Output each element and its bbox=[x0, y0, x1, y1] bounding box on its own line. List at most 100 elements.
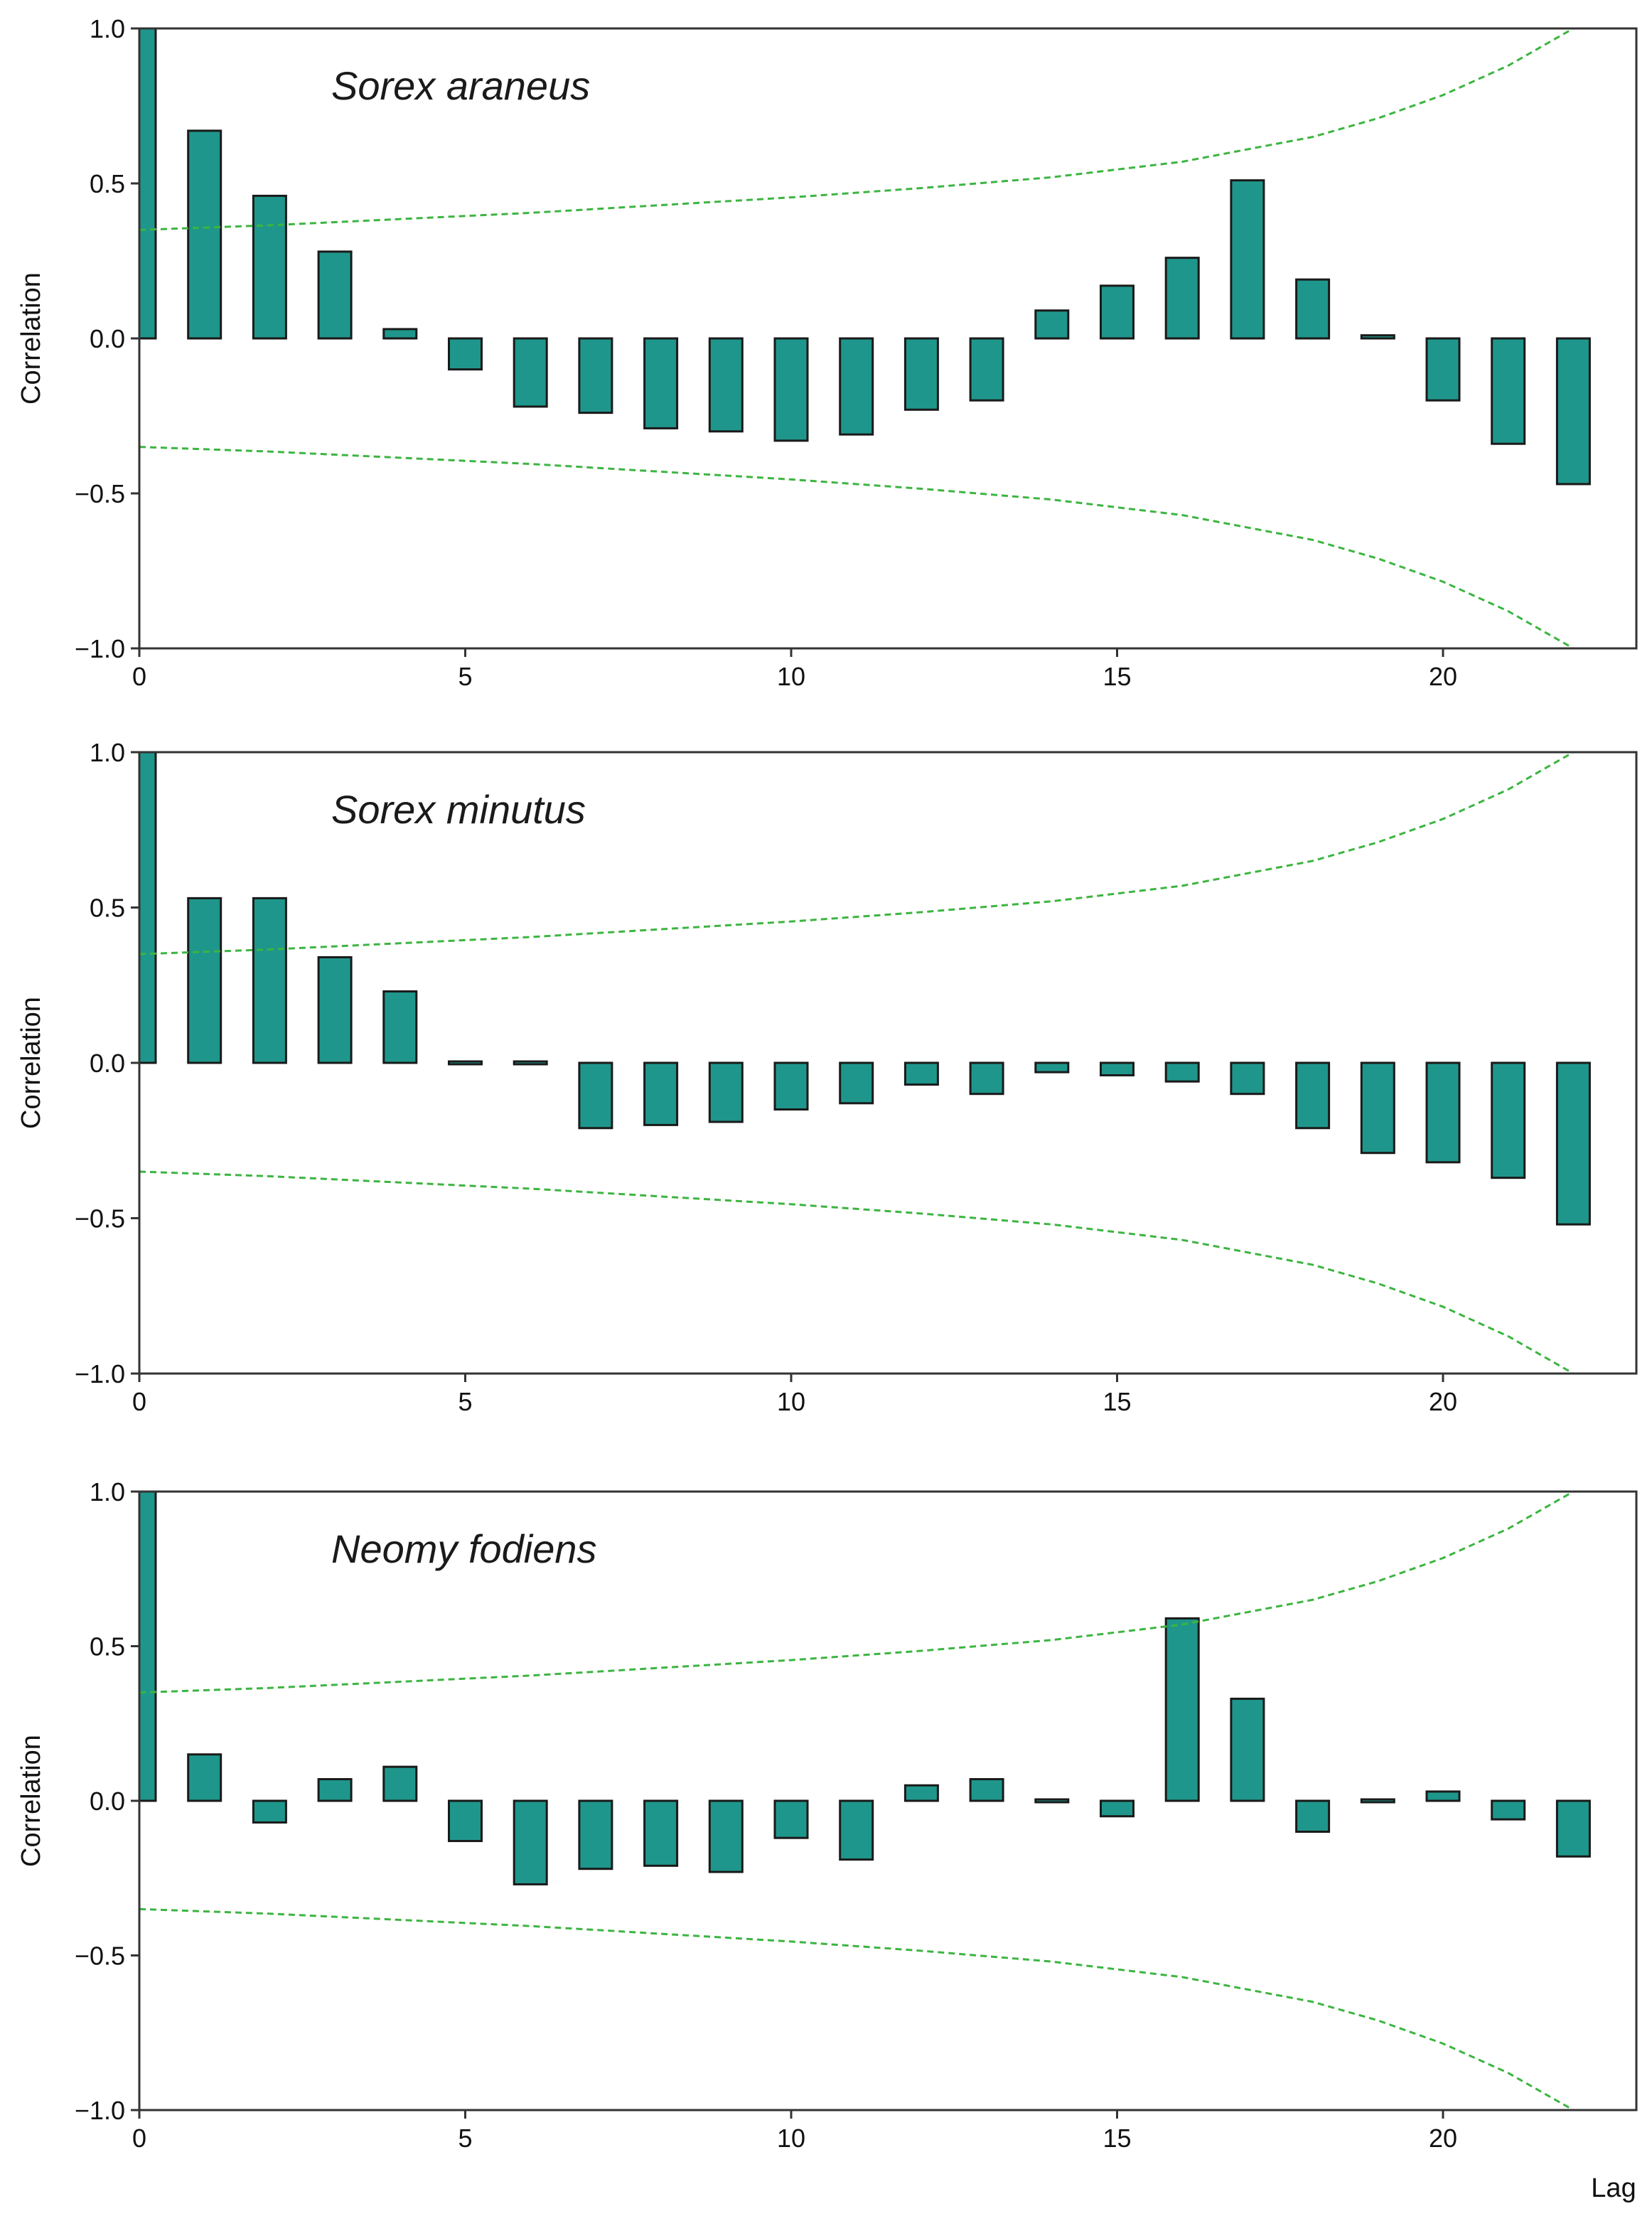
bar-lag-2 bbox=[252, 896, 287, 1064]
bar-lag-16 bbox=[1164, 1061, 1200, 1083]
bar-lag-18 bbox=[1295, 1061, 1331, 1130]
bar-lag-20 bbox=[1425, 1061, 1461, 1164]
bar-lag-4 bbox=[382, 328, 418, 340]
x-tick-label: 15 bbox=[1103, 662, 1131, 691]
bar-lag-7 bbox=[578, 1799, 613, 1870]
bar-lag-17 bbox=[1230, 1061, 1265, 1096]
bar-lag-12 bbox=[903, 1784, 939, 1802]
x-tick-label: 5 bbox=[458, 2124, 472, 2153]
bar-lag-5 bbox=[448, 337, 483, 371]
bar-lag-12 bbox=[903, 337, 939, 411]
bar-lag-16 bbox=[1164, 257, 1200, 340]
bar-lag-17 bbox=[1230, 179, 1265, 340]
y-tick-label: 0.5 bbox=[90, 1632, 125, 1661]
y-tick-label: 0.0 bbox=[90, 1787, 125, 1816]
bar-lag-22 bbox=[1555, 1061, 1591, 1226]
bar-lag-21 bbox=[1491, 1799, 1526, 1821]
x-tick-label: 0 bbox=[132, 1387, 146, 1416]
bar-lag-6 bbox=[513, 337, 548, 408]
y-tick-label: −0.5 bbox=[75, 479, 125, 508]
x-tick-label: 20 bbox=[1429, 662, 1457, 691]
bar-lag-18 bbox=[1295, 1799, 1331, 1833]
bar-lag-3 bbox=[317, 956, 353, 1064]
bar-lag-0 bbox=[139, 1492, 157, 1802]
x-tick-label: 20 bbox=[1429, 1387, 1457, 1416]
y-tick-label: −1.0 bbox=[75, 634, 125, 663]
x-tick-label: 5 bbox=[458, 662, 472, 691]
bar-lag-19 bbox=[1360, 1798, 1395, 1804]
x-axis-title: Lag bbox=[1591, 2173, 1636, 2203]
bar-lag-19 bbox=[1360, 334, 1395, 340]
x-tick-label: 20 bbox=[1429, 2124, 1457, 2153]
bar-lag-11 bbox=[839, 1061, 874, 1105]
confidence-upper bbox=[139, 752, 1575, 956]
bar-lag-11 bbox=[839, 1799, 874, 1861]
bar-lag-4 bbox=[382, 990, 418, 1064]
confidence-upper bbox=[139, 1492, 1575, 1694]
bar-lag-0 bbox=[139, 752, 157, 1064]
x-tick-label: 0 bbox=[132, 2124, 146, 2153]
bar-lag-21 bbox=[1491, 1061, 1526, 1179]
panel-sorex-araneus: 1.0 0.5 0.0 −0.5 −1.00 5 10 15 20 Correlation Sore… bbox=[16, 14, 1638, 691]
y-tick-label: 0.5 bbox=[90, 169, 125, 198]
bar-lag-20 bbox=[1425, 1790, 1461, 1802]
bar-lag-13 bbox=[969, 337, 1004, 402]
y-tick-label: 0.5 bbox=[90, 894, 125, 923]
bar-lag-11 bbox=[839, 337, 874, 436]
y-tick-label: 1.0 bbox=[90, 1477, 125, 1506]
species-label: Neomy fodiens bbox=[331, 1526, 597, 1571]
bar-lag-12 bbox=[903, 1061, 939, 1086]
bar-lag-14 bbox=[1034, 1061, 1070, 1074]
bar-lag-0 bbox=[139, 28, 157, 340]
y-axis-title: Correlation bbox=[16, 1735, 46, 1867]
y-tick-label: 1.0 bbox=[90, 14, 125, 43]
bar-lag-15 bbox=[1100, 1799, 1135, 1818]
species-label: Sorex araneus bbox=[331, 63, 590, 108]
plot-area bbox=[139, 28, 1591, 648]
plot-frame bbox=[138, 1490, 1638, 2111]
bar-lag-6 bbox=[513, 1060, 548, 1066]
bar-lag-9 bbox=[708, 1061, 744, 1123]
bar-lag-7 bbox=[578, 1061, 613, 1130]
bar-lag-19 bbox=[1360, 1061, 1395, 1155]
bar-lag-14 bbox=[1034, 1798, 1070, 1804]
bar-lag-1 bbox=[187, 896, 222, 1064]
confidence-lower bbox=[139, 1170, 1575, 1374]
x-tick-label: 0 bbox=[132, 662, 146, 691]
bar-lag-8 bbox=[643, 1061, 679, 1126]
bar-lag-17 bbox=[1230, 1697, 1265, 1802]
y-tick-label: −0.5 bbox=[75, 1942, 125, 1971]
bar-lag-8 bbox=[643, 1799, 679, 1867]
confidence-lower bbox=[139, 1907, 1575, 2110]
bar-lag-2 bbox=[252, 1799, 287, 1824]
bar-lag-10 bbox=[773, 1061, 809, 1111]
bar-lag-5 bbox=[448, 1799, 483, 1843]
bar-lag-1 bbox=[187, 129, 222, 340]
x-tick-label: 10 bbox=[777, 662, 805, 691]
plot-frame bbox=[138, 27, 1638, 650]
bar-lag-13 bbox=[969, 1778, 1004, 1802]
bar-lag-14 bbox=[1034, 309, 1070, 340]
bar-lag-16 bbox=[1164, 1617, 1200, 1802]
bar-lag-1 bbox=[187, 1753, 222, 1802]
x-tick-label: 15 bbox=[1103, 2124, 1131, 2153]
y-tick-label: 1.0 bbox=[90, 738, 125, 767]
bar-lag-18 bbox=[1295, 278, 1331, 340]
y-tick-label: −1.0 bbox=[75, 2096, 125, 2125]
confidence-upper bbox=[139, 28, 1575, 231]
bar-lag-20 bbox=[1425, 337, 1461, 402]
bar-lag-9 bbox=[708, 337, 744, 433]
confidence-lower bbox=[139, 446, 1575, 648]
y-tick-label: −1.0 bbox=[75, 1359, 125, 1388]
bar-lag-4 bbox=[382, 1765, 418, 1802]
plot-area bbox=[139, 1492, 1591, 2110]
y-axis-title: Correlation bbox=[16, 997, 46, 1129]
bar-lag-6 bbox=[513, 1799, 548, 1885]
bar-lag-15 bbox=[1100, 1061, 1135, 1076]
species-label: Sorex minutus bbox=[331, 787, 586, 832]
bar-lag-15 bbox=[1100, 284, 1135, 340]
x-tick-label: 5 bbox=[458, 1387, 472, 1416]
bar-lag-5 bbox=[448, 1060, 483, 1066]
bar-lag-2 bbox=[252, 194, 287, 340]
